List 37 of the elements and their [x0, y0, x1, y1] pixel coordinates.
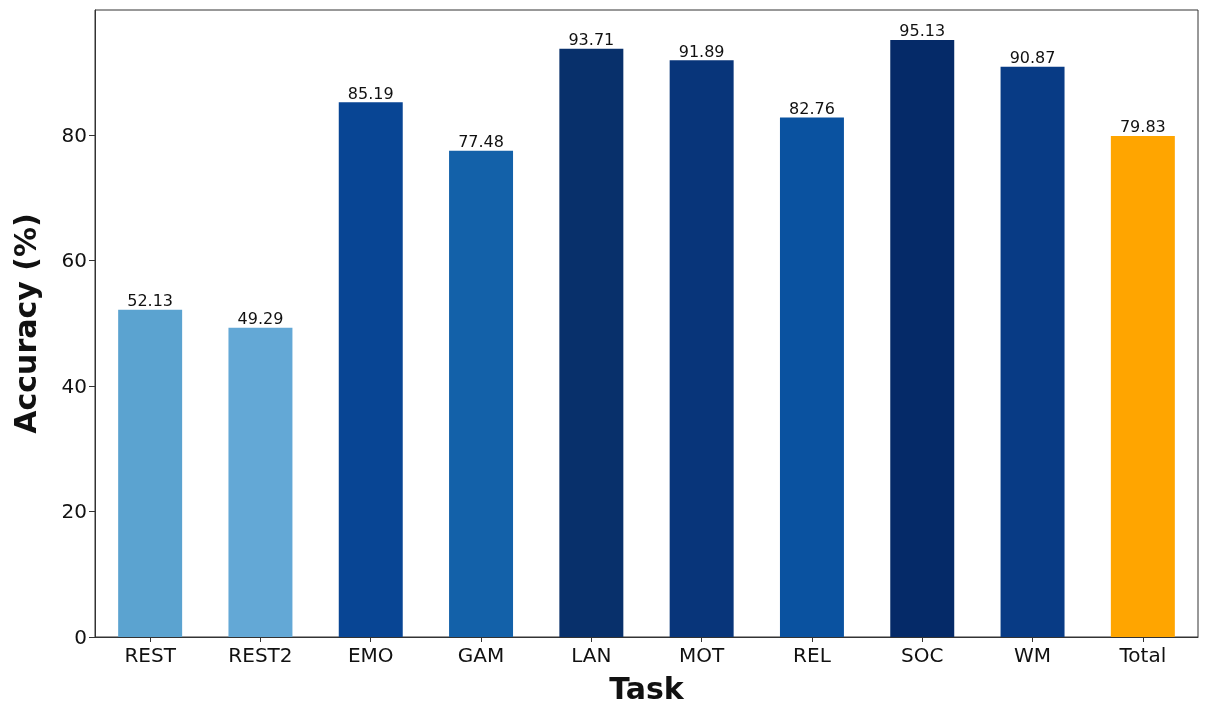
data-label: 95.13: [899, 21, 946, 41]
data-label: 90.87: [1009, 48, 1056, 68]
data-label: 77.48: [458, 132, 504, 152]
y-tick-label: 20: [61, 499, 87, 524]
data-label: 49.29: [237, 309, 284, 329]
x-axis-title: Task: [609, 670, 685, 706]
x-tick-label: LAN: [571, 643, 612, 667]
y-tick-label: 0: [74, 625, 87, 649]
bar: [779, 117, 844, 637]
y-tick-label: 80: [61, 122, 87, 147]
x-tick-label: REL: [793, 643, 832, 667]
bar: [118, 309, 183, 637]
data-label: 85.19: [347, 83, 394, 103]
bar: [338, 102, 403, 637]
x-tick-label: MOT: [679, 643, 726, 667]
x-tick-label: GAM: [457, 643, 505, 667]
data-label: 93.71: [568, 30, 615, 50]
data-label: 91.89: [678, 41, 725, 61]
x-tick-label: Total: [1118, 643, 1167, 667]
bar: [1110, 135, 1175, 637]
bar: [669, 60, 734, 637]
bar: [228, 327, 293, 637]
y-tick-label: 40: [61, 373, 87, 398]
y-axis-title: Accuracy (%): [7, 213, 43, 434]
y-tick-label: 60: [61, 248, 87, 273]
x-tick-label: REST: [124, 643, 177, 667]
data-label: 79.83: [1119, 117, 1166, 137]
bar: [1000, 66, 1065, 637]
x-tick-label: WM: [1014, 643, 1052, 667]
data-label: 82.76: [789, 99, 835, 119]
x-tick-label: SOC: [901, 643, 944, 667]
data-label: 52.13: [127, 291, 174, 311]
x-tick-label: EMO: [347, 643, 394, 667]
x-tick-label: REST2: [228, 643, 293, 667]
bar: [449, 150, 514, 637]
bar: [890, 39, 955, 637]
bar: [559, 48, 624, 637]
